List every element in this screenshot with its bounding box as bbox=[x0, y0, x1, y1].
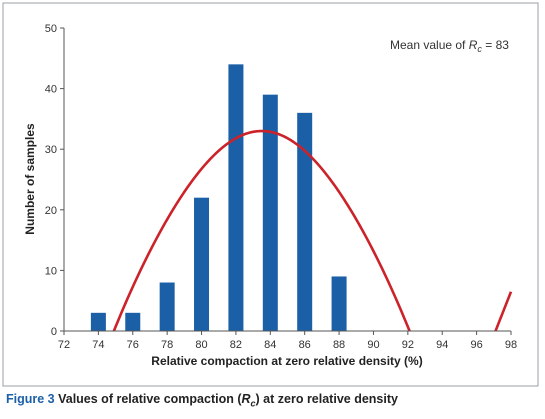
caption-label: Figure 3 bbox=[6, 392, 55, 406]
figure-caption: Figure 3 Values of relative compaction (… bbox=[6, 392, 398, 409]
x-tick-label-84: 84 bbox=[264, 339, 276, 351]
x-tick-label-78: 78 bbox=[161, 339, 173, 351]
bar-80 bbox=[194, 197, 210, 331]
caption-text-before: Values of relative compaction ( bbox=[54, 392, 242, 406]
x-tick-label-90: 90 bbox=[367, 339, 379, 351]
y-tick-label-20: 20 bbox=[45, 205, 57, 217]
bar-84 bbox=[262, 94, 278, 331]
caption-symbol: Rc bbox=[241, 392, 256, 409]
y-tick-label-40: 40 bbox=[45, 84, 57, 96]
x-tick-label-82: 82 bbox=[230, 339, 242, 351]
bar-86 bbox=[297, 112, 313, 331]
fit-curve-right-branch bbox=[494, 291, 513, 332]
bars-layer bbox=[90, 64, 347, 332]
x-tick-label-86: 86 bbox=[299, 339, 311, 351]
x-tick-label-80: 80 bbox=[195, 339, 207, 351]
x-tick-label-92: 92 bbox=[402, 339, 414, 351]
mean-annotation: Mean value of Rc = 83 bbox=[390, 38, 509, 54]
y-tick-label-0: 0 bbox=[51, 326, 57, 338]
x-tick-label-76: 76 bbox=[127, 339, 139, 351]
x-axis-title: Relative compaction at zero relative den… bbox=[151, 354, 422, 368]
y-axis-title: Number of samples bbox=[23, 123, 37, 235]
bar-74 bbox=[90, 312, 106, 331]
x-tick-label-96: 96 bbox=[470, 339, 482, 351]
ticks-layer: 72 74 76 78 80 82 84 86 88 90 92 94 96 98 0 10 20 30 40 50 bbox=[45, 23, 517, 351]
axes-layer bbox=[63, 28, 511, 332]
fit-curve bbox=[112, 129, 411, 332]
x-tick-label-74: 74 bbox=[92, 339, 104, 351]
bar-78 bbox=[159, 282, 175, 331]
fit-curve-layer bbox=[112, 129, 513, 332]
x-tick-label-94: 94 bbox=[436, 339, 448, 351]
y-tick-label-50: 50 bbox=[45, 23, 57, 35]
x-tick-label-98: 98 bbox=[505, 339, 517, 351]
chart: 72 74 76 78 80 82 84 86 88 90 92 94 96 9801020304050 … bbox=[2, 2, 539, 387]
bar-82 bbox=[228, 64, 244, 332]
x-tick-label-72: 72 bbox=[58, 339, 70, 351]
y-tick-label-10: 10 bbox=[45, 265, 57, 277]
caption-text-after: ) at zero relative density bbox=[255, 392, 398, 406]
bar-88 bbox=[331, 276, 347, 331]
bar-76 bbox=[125, 312, 141, 331]
y-tick-label-30: 30 bbox=[45, 144, 57, 156]
x-tick-label-88: 88 bbox=[333, 339, 345, 351]
